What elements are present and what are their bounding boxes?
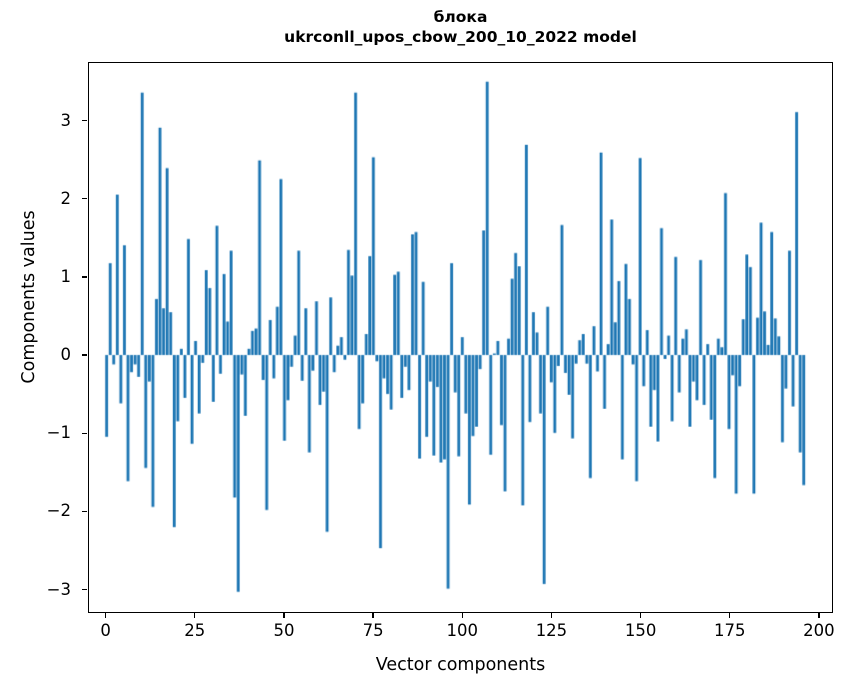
bar-series-canvas [89,63,832,612]
x-axis-label: Vector components [375,655,546,675]
y-tick-label: 2 [60,188,72,208]
chart-title: блока ukrconll_upos_cbow_200_10_2022 mod… [88,8,833,48]
x-tick-mark [550,613,553,618]
chart-title-line-1: блока [433,8,488,26]
x-tick-label: 0 [100,621,111,640]
x-tick-label: 200 [803,621,835,640]
y-tick-mark [82,354,87,356]
x-tick-label: 50 [273,621,295,640]
y-tick-mark [82,510,87,513]
x-tick-mark [194,613,196,618]
y-tick-label: −3 [46,579,71,599]
x-tick-mark [372,613,374,618]
y-tick-label: 3 [60,110,72,130]
y-tick-mark [82,432,87,434]
x-tick-label: 150 [624,621,657,640]
y-tick-label: −2 [46,501,71,521]
x-tick-mark [818,613,820,618]
y-tick-label: −1 [46,422,71,442]
x-tick-mark [729,613,731,618]
y-tick-mark [82,198,87,200]
y-tick-mark [82,276,87,278]
plot-area [88,62,833,613]
y-tick-label: 0 [60,344,72,364]
x-tick-label: 175 [714,621,746,640]
x-tick-label: 75 [362,621,384,640]
y-tick-mark [82,588,87,591]
x-tick-mark [639,613,642,618]
x-tick-mark [105,613,107,618]
y-tick-mark [82,119,87,122]
x-tick-label: 25 [184,621,206,640]
x-tick-mark [283,613,285,618]
y-axis-label: Components values [19,210,39,384]
chart-title-line-2: ukrconll_upos_cbow_200_10_2022 model [284,27,637,46]
y-tick-label: 1 [60,266,72,286]
x-tick-mark [461,613,463,618]
x-tick-label: 125 [535,621,568,640]
x-tick-label: 100 [446,621,479,640]
